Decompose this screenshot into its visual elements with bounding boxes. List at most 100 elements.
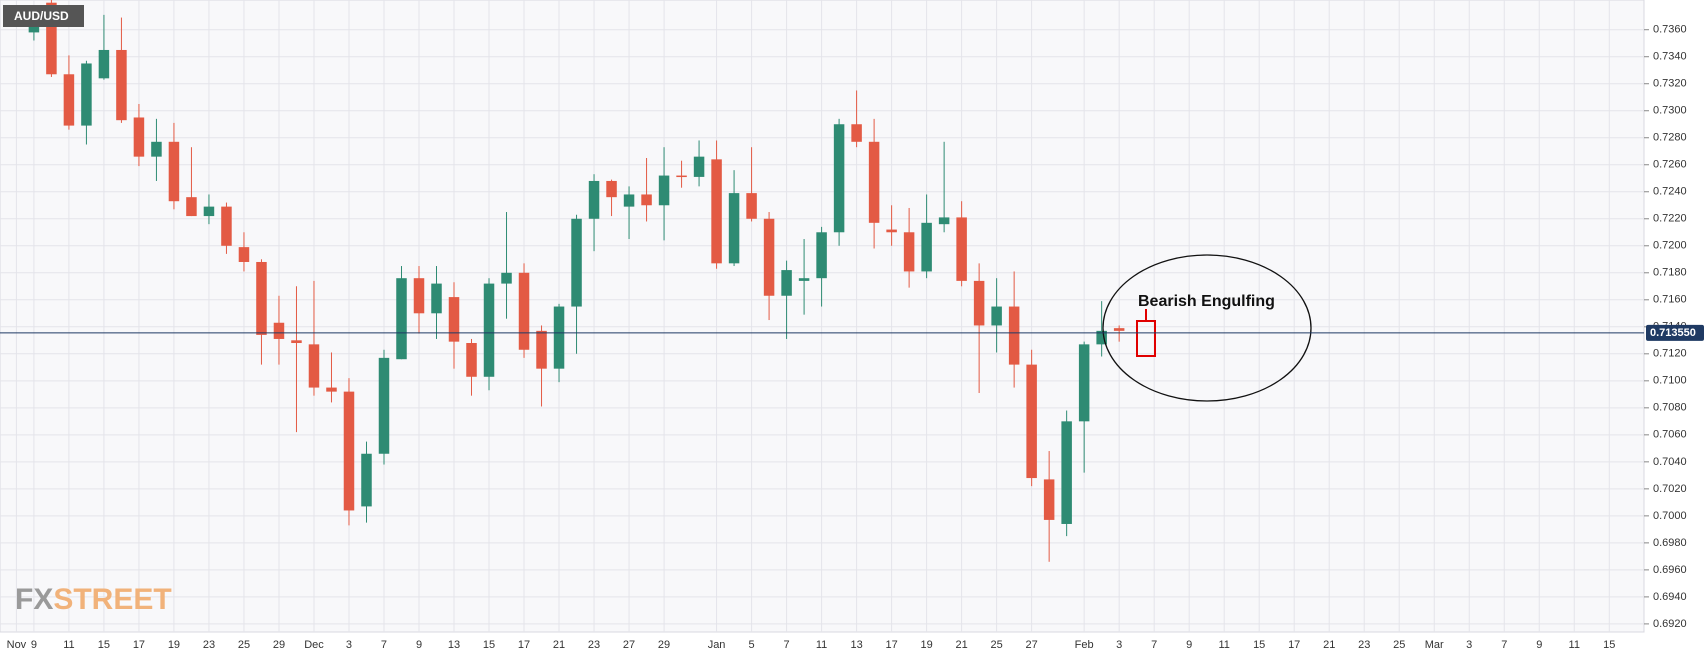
x-tick-label: Dec [304,639,324,651]
candle-body [553,306,565,369]
annotation-text: Bearish Engulfing [1138,293,1275,310]
x-tick-label: 27 [623,639,635,651]
candle-body [623,194,635,207]
y-tick-label: 0.7280 [1653,132,1687,144]
x-tick-label: 23 [203,639,215,651]
candle-body [186,197,197,217]
x-tick-label: 19 [920,639,932,651]
x-tick-label: 19 [168,639,180,651]
candle-body [1096,330,1107,345]
candle-body [63,74,75,126]
x-tick-label: 27 [1026,639,1038,651]
x-tick-label: 17 [518,639,530,651]
candle-body [956,217,967,281]
chart-title: AUD/USD [14,9,69,23]
candle-body [606,180,617,198]
y-tick-label: 0.7100 [1653,375,1687,387]
candle-body [868,141,880,223]
candle-body [168,141,180,202]
x-tick-label: 17 [1288,639,1300,651]
y-tick-label: 0.7320 [1653,78,1687,90]
candle-body [273,322,285,339]
x-tick-label: 7 [1151,639,1157,651]
candle-body [378,357,390,454]
candle-body [641,194,652,206]
candle-body [921,222,932,272]
y-tick-label: 0.7340 [1653,51,1687,63]
candles [28,0,1125,562]
x-tick-label: 3 [1116,639,1122,651]
candle-body [46,2,57,75]
x-tick-label: 25 [991,639,1003,651]
candle-body [448,297,460,342]
candle-body [588,180,600,219]
x-tick-label: 17 [885,639,897,651]
candle-body [501,272,512,284]
candle-body [781,270,792,296]
candle-body [746,193,757,219]
x-tick-label: Jan [708,639,726,651]
candle-body [221,206,232,246]
x-tick-label: 21 [553,639,565,651]
y-tick-label: 0.6980 [1653,537,1687,549]
x-tick-label: 23 [588,639,600,651]
x-tick-label: 7 [381,639,387,651]
candle-body [816,232,827,279]
candle-body [116,49,127,121]
x-tick-label: 7 [1501,639,1507,651]
candle-body [833,124,845,233]
x-tick-label: 11 [63,639,74,651]
logo-street: STREET [53,583,171,616]
x-tick-label: 15 [98,639,110,651]
candle-body [903,232,915,272]
candle-body [1078,344,1090,422]
x-tick-label: 17 [133,639,145,651]
candle-body [851,124,862,142]
x-tick-label: Feb [1075,639,1094,651]
candle-body [396,278,407,360]
candle-body [466,343,477,377]
x-tick-label: 25 [1393,639,1405,651]
candle-body [361,453,372,507]
x-tick-label: 9 [31,639,37,651]
x-tick-label: 15 [1253,639,1265,651]
candle-body [1061,421,1072,524]
last-price-label: 0.713550 [1650,327,1696,339]
x-tick-label: 3 [346,639,352,651]
title-box [3,5,84,27]
x-tick-label: 11 [816,639,827,651]
candle-body [886,229,897,233]
x-tick-label: 11 [1218,639,1229,651]
y-tick-label: 0.6940 [1653,591,1687,603]
y-tick-label: 0.7240 [1653,186,1687,198]
y-tick-label: 0.7020 [1653,483,1687,495]
candle-body [1113,328,1125,331]
candle-body [151,141,162,157]
candle-body [98,49,110,79]
x-tick-label: Nov [7,639,27,651]
candle-body [711,159,722,264]
y-tick-label: 0.6920 [1653,618,1687,630]
y-tick-label: 0.7360 [1653,24,1687,36]
candle-body [973,280,985,326]
candle-body [658,175,670,206]
candle-body [798,278,810,281]
x-tick-label: 5 [749,639,755,651]
x-tick-label: 25 [238,639,250,651]
candle-body [291,340,302,344]
candle-body [1043,479,1055,520]
x-tick-label: 9 [416,639,422,651]
candle-body [938,217,950,225]
y-tick-label: 0.7040 [1653,456,1687,468]
y-tick-label: 0.7080 [1653,402,1687,414]
candle-body [81,63,92,126]
y-tick-label: 0.7300 [1653,105,1687,117]
candle-body [676,175,687,178]
x-tick-label: 21 [1323,639,1335,651]
last-price-box [1646,324,1704,341]
y-tick-label: 0.7000 [1653,510,1687,522]
y-tick-label: 0.7260 [1653,159,1687,171]
candle-body [1026,364,1037,479]
logo: FXSTREET [15,583,172,616]
